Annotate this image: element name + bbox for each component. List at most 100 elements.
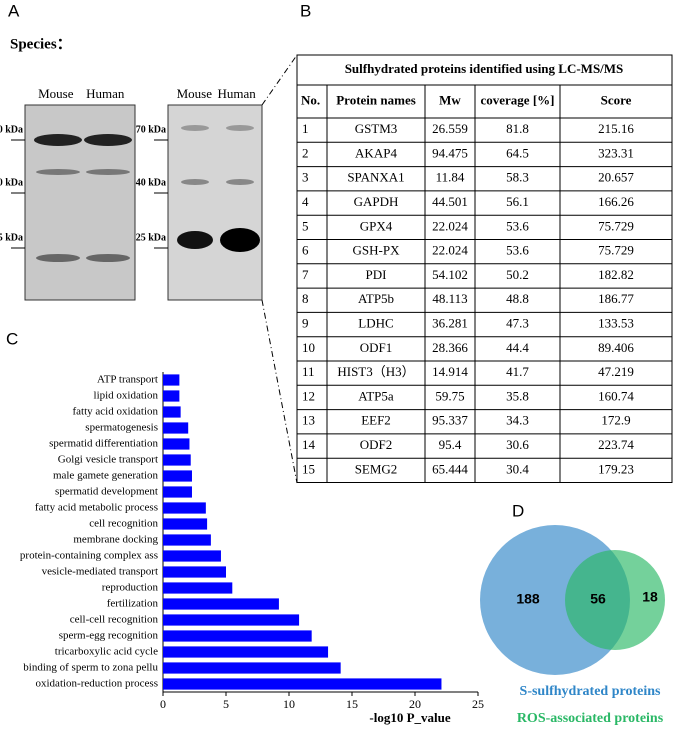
table-cell: 48.113 <box>432 291 467 306</box>
bar <box>163 454 191 466</box>
table-cell: 54.102 <box>432 267 468 282</box>
table-cell: 20.657 <box>598 170 634 185</box>
blot-image <box>167 104 263 301</box>
table-cell: 2 <box>302 145 309 160</box>
marker-label: 25 kDa <box>0 232 23 243</box>
table-cell: 215.16 <box>598 121 634 136</box>
y-tick-label: spermatogenesis <box>85 422 158 434</box>
table-cell: 1 <box>302 121 309 136</box>
table-cell: 41.7 <box>506 364 529 379</box>
panel-label: A <box>8 1 20 20</box>
table-cell: GSTM3 <box>355 121 398 136</box>
table-cell: 44.501 <box>432 194 468 209</box>
table-cell: EEF2 <box>361 413 391 428</box>
bar <box>163 582 233 594</box>
x-axis-label: -log10 P_value <box>369 710 450 725</box>
table-cell: 323.31 <box>598 145 634 160</box>
table-cell: AKAP4 <box>355 145 397 160</box>
y-tick-label: spermatid differentiation <box>49 438 158 450</box>
y-tick-label: vesicle-mediated transport <box>42 566 158 578</box>
bar <box>163 678 442 690</box>
table-cell: 186.77 <box>598 291 634 306</box>
table-cell: 179.23 <box>598 461 634 476</box>
species-label: Species： <box>10 36 72 52</box>
table-cell: 15 <box>302 461 315 476</box>
table-cell: 30.4 <box>506 461 529 476</box>
table-cell: 182.82 <box>598 267 634 282</box>
table-cell: 9 <box>302 316 309 331</box>
table-cell: 5 <box>302 218 309 233</box>
panel-label: C <box>6 329 18 348</box>
y-tick-label: spermatid development <box>55 486 158 498</box>
table-cell: 65.444 <box>432 461 468 476</box>
marker-label: 40 kDa <box>0 177 23 188</box>
table-cell: 10 <box>302 340 315 355</box>
table-cell: 30.6 <box>506 437 529 452</box>
y-tick-label: membrane docking <box>73 534 158 546</box>
table-cell: 47.219 <box>598 364 634 379</box>
table-cell: 53.6 <box>506 218 529 233</box>
table-cell: 6 <box>302 243 309 258</box>
table-cell: 8 <box>302 291 309 306</box>
column-header: coverage [%] <box>481 92 555 107</box>
table-cell: 13 <box>302 413 315 428</box>
table-cell: 35.8 <box>506 388 529 403</box>
x-tick-label: 0 <box>160 697 166 711</box>
table-cell: 89.406 <box>598 340 634 355</box>
bar <box>163 422 189 434</box>
table-cell: 95.337 <box>432 413 468 428</box>
table-cell: 26.559 <box>432 121 468 136</box>
bar <box>163 518 208 530</box>
table-cell: 160.74 <box>598 388 634 403</box>
marker-label: 25 kDa <box>136 232 166 243</box>
table-cell: 58.3 <box>506 170 529 185</box>
table-cell: 133.53 <box>598 316 634 331</box>
y-tick-label: reproduction <box>102 582 159 594</box>
y-tick-label: lipid oxidation <box>94 390 159 402</box>
y-tick-label: ATP transport <box>97 374 158 386</box>
legend-label: ROS-associated proteins <box>517 711 664 726</box>
table-cell: GPX4 <box>360 218 393 233</box>
table-cell: 81.8 <box>506 121 529 136</box>
table-cell: 59.75 <box>435 388 464 403</box>
bar <box>163 614 300 626</box>
legend-label: S-sulfhydrated proteins <box>520 684 661 699</box>
table-cell: 34.3 <box>506 413 529 428</box>
y-tick-label: fertilization <box>107 598 159 610</box>
panel-label: D <box>512 501 524 520</box>
table-cell: 11.84 <box>436 170 465 185</box>
y-tick-label: fatty acid oxidation <box>72 406 158 418</box>
y-tick-label: male gamete generation <box>53 470 159 482</box>
y-tick-label: tricarboxylic acid cycle <box>55 646 158 658</box>
table-cell: 11 <box>302 364 315 379</box>
table-title: Sulfhydrated proteins identified using L… <box>345 61 624 76</box>
table-cell: 75.729 <box>598 243 634 258</box>
table-cell: SEMG2 <box>355 461 398 476</box>
y-tick-label: oxidation-reduction process <box>36 678 159 690</box>
bar <box>163 406 181 418</box>
column-header: Mw <box>439 92 461 107</box>
set-circle <box>565 550 665 650</box>
table-cell: 3 <box>302 170 309 185</box>
bar <box>163 566 226 578</box>
y-tick-label: cell-cell recognition <box>70 614 159 626</box>
y-tick-label: Golgi vesicle transport <box>58 454 158 466</box>
table-cell: ODF2 <box>360 437 393 452</box>
bar <box>163 630 312 642</box>
bar <box>163 438 190 450</box>
table-cell: PDI <box>366 267 387 282</box>
bar <box>163 662 341 674</box>
table-cell: 223.74 <box>598 437 634 452</box>
table-cell: 7 <box>302 267 309 282</box>
column-header: Score <box>601 92 632 107</box>
y-tick-label: sperm-egg recognition <box>59 630 159 642</box>
table-border <box>296 54 673 483</box>
x-tick-label: 5 <box>223 697 229 711</box>
marker-label: 70 kDa <box>0 124 23 135</box>
table-cell: 48.8 <box>506 291 529 306</box>
table-cell: 166.26 <box>598 194 634 209</box>
set-count: 188 <box>516 591 540 607</box>
table-cell: 14.914 <box>432 364 468 379</box>
bar <box>163 502 206 514</box>
